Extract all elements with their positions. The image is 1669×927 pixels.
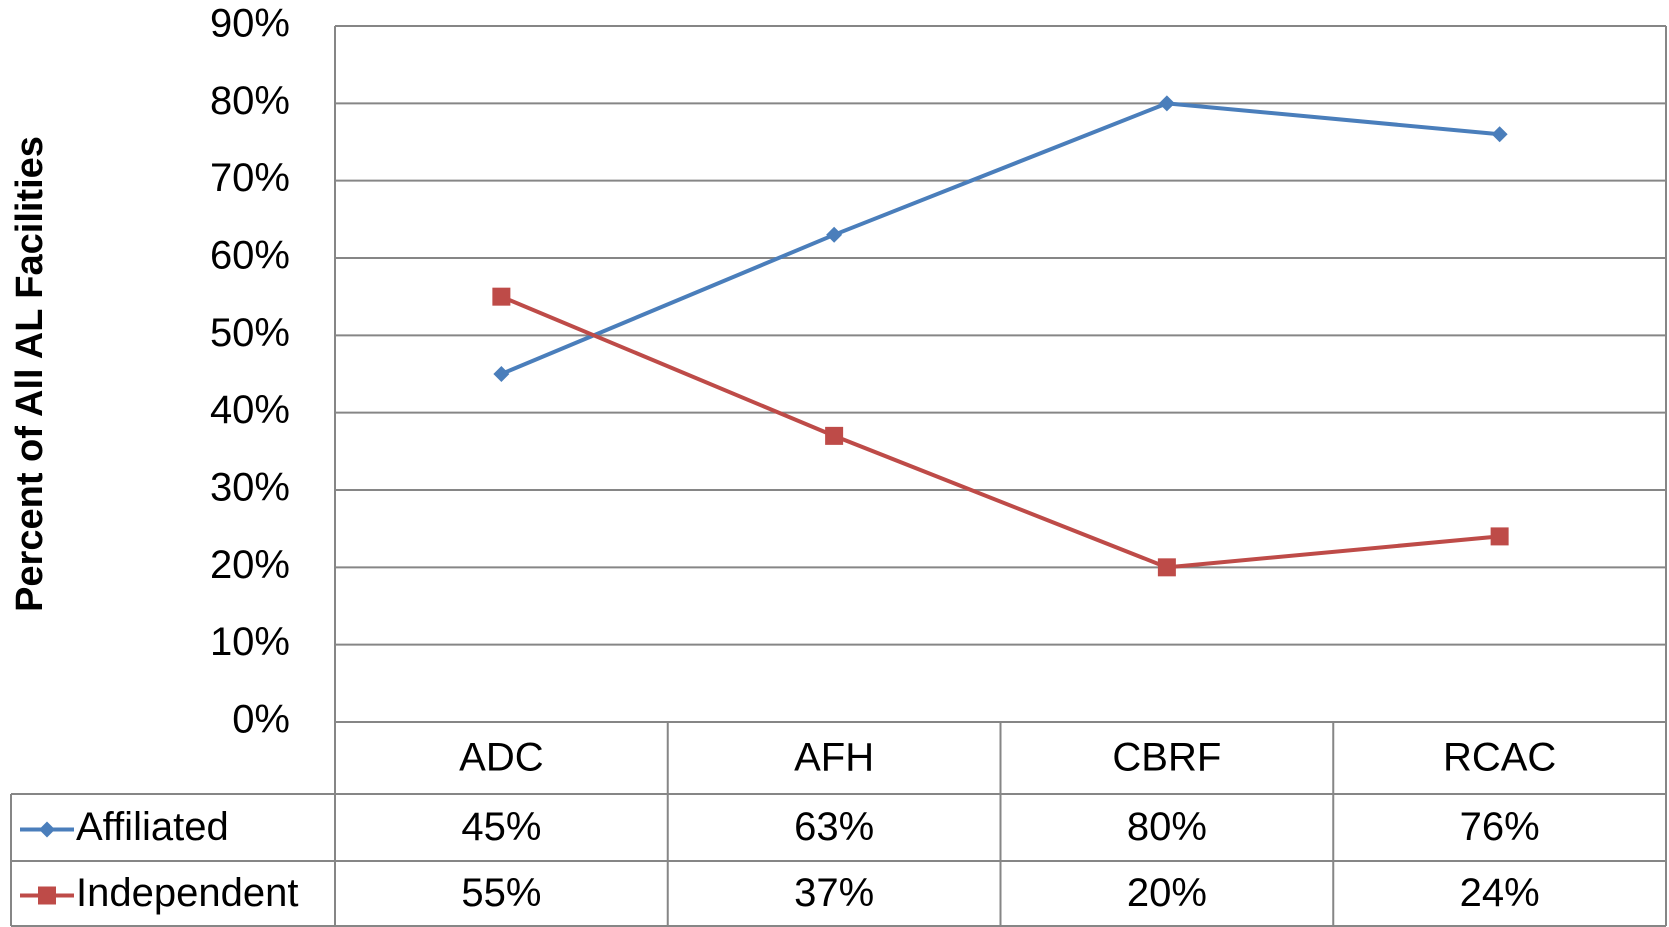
x-tick-label: RCAC xyxy=(1443,736,1556,780)
table-value: 63% xyxy=(794,805,874,849)
table-value: 45% xyxy=(461,805,541,849)
table-value: 37% xyxy=(794,871,874,915)
y-tick-label: 40% xyxy=(210,388,290,432)
series-marker xyxy=(1158,95,1175,112)
x-tick-label: ADC xyxy=(459,736,543,780)
y-axis-label: Percent of All AL Facilities xyxy=(9,136,51,612)
series-marker xyxy=(1490,527,1509,546)
series-marker xyxy=(1157,558,1176,577)
table-value: 80% xyxy=(1127,805,1207,849)
y-tick-label: 30% xyxy=(210,466,290,510)
y-tick-label: 90% xyxy=(210,2,290,46)
series-marker xyxy=(493,366,510,382)
series-line xyxy=(500,101,1500,376)
y-tick-label: 60% xyxy=(210,234,290,278)
series-marker xyxy=(492,287,511,306)
y-tick-label: 20% xyxy=(210,543,290,587)
y-tick-label: 0% xyxy=(232,698,290,742)
series-marker xyxy=(825,426,844,445)
table-value: 55% xyxy=(461,871,541,915)
legend-label: Affiliated xyxy=(76,805,229,849)
x-tick-label: CBRF xyxy=(1112,736,1221,780)
table-value: 76% xyxy=(1460,805,1540,849)
series-marker xyxy=(1491,126,1508,143)
y-tick-label: 50% xyxy=(210,311,290,355)
x-tick-label: AFH xyxy=(794,736,874,780)
legend-key-marker xyxy=(38,886,56,905)
series-marker xyxy=(826,226,843,243)
series-line xyxy=(500,294,1500,570)
table-value: 24% xyxy=(1460,871,1540,915)
y-tick-label: 80% xyxy=(210,79,290,123)
y-tick-label: 10% xyxy=(210,620,290,664)
table-value: 20% xyxy=(1127,871,1207,915)
legend-label: Independent xyxy=(76,871,298,915)
y-tick-label: 70% xyxy=(210,156,290,200)
legend-key-marker xyxy=(39,821,55,838)
